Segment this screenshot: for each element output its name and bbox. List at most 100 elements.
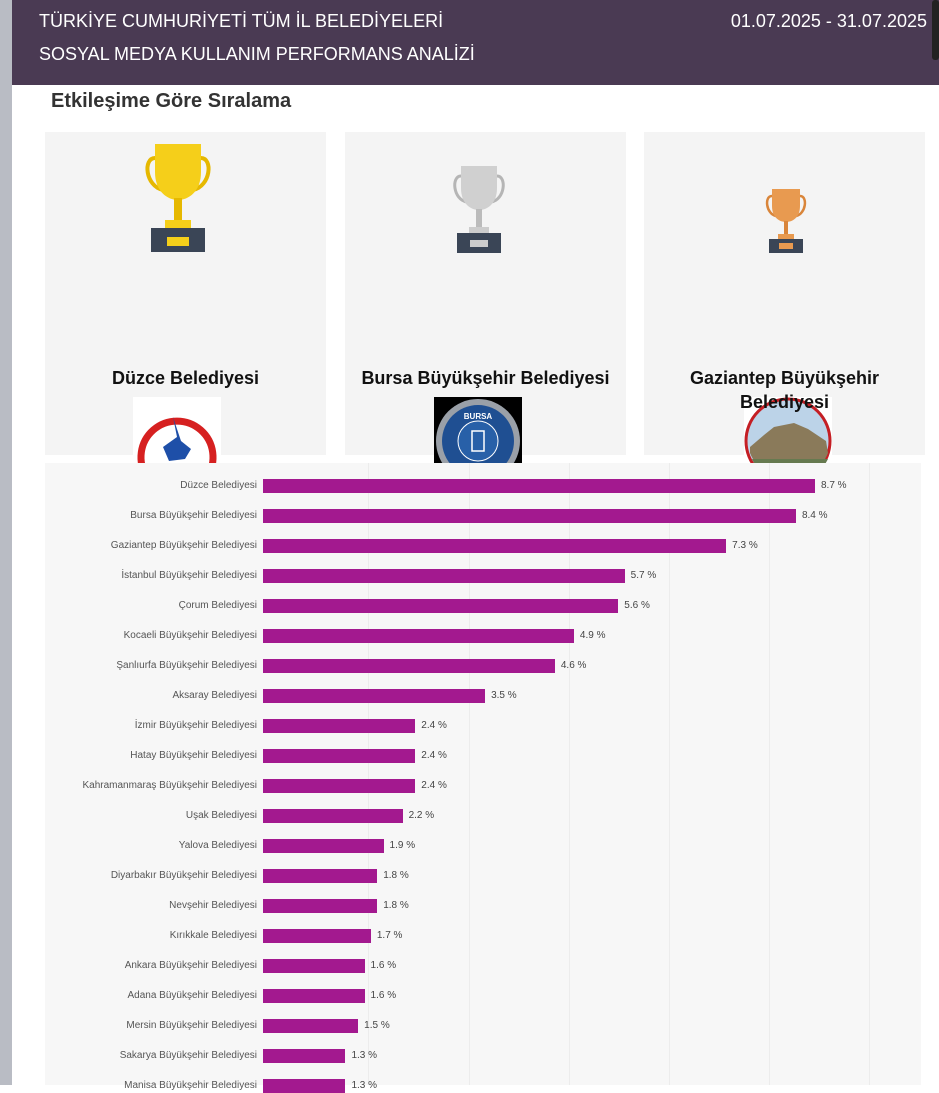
gridline (368, 463, 369, 1085)
gridline (869, 463, 870, 1085)
bar[interactable] (263, 869, 378, 883)
section-title: Etkileşime Göre Sıralama (51, 90, 292, 112)
gridline (669, 463, 670, 1085)
bar[interactable] (263, 899, 378, 913)
bar-value-label: 1.3 % (351, 1050, 378, 1061)
bar-label: Nevşehir Belediyesi (169, 900, 257, 911)
bar-row: Sakarya Büyükşehir Belediyesi 1.3 % (45, 1049, 921, 1063)
bar-value-label: 2.4 % (421, 750, 447, 761)
bar-label: Aksaray Belediyesi (172, 690, 257, 701)
bar-label: Uşak Belediyesi (185, 810, 257, 821)
bar[interactable] (263, 569, 625, 583)
bar-row: Kırıkkale Belediyesi 1.7 % (45, 929, 921, 943)
bar[interactable] (263, 509, 796, 523)
bar-label: Kahramanmaraş Büyükşehir Belediyesi (82, 780, 257, 791)
report-header: TÜRKİYE CUMHURİYETİ TÜM İL BELEDİYELERİ … (12, 0, 939, 85)
bar[interactable] (263, 629, 574, 643)
bar-value-label: 1.3 % (351, 1080, 378, 1091)
bar-row: Bursa Büyükşehir Belediyesi 8.4 % (45, 509, 921, 523)
bar-value-label: 8.7 % (821, 480, 847, 491)
podium-card-2: BURSA Bursa Büyükşehir Belediyesi (345, 132, 626, 485)
bar-label: İstanbul Büyükşehir Belediyesi (121, 570, 257, 581)
bar-row: Çorum Belediyesi 5.6 % (45, 599, 921, 613)
bar-row: Yalova Belediyesi 1.9 % (45, 839, 921, 853)
bar-row: Manisa Büyükşehir Belediyesi 1.3 % (45, 1079, 921, 1093)
bar-label: Mersin Büyükşehir Belediyesi (126, 1020, 257, 1031)
bar-value-label: 2.2 % (408, 810, 435, 821)
bar-value-label: 5.7 % (630, 570, 657, 581)
bar-label: Kocaeli Büyükşehir Belediyesi (123, 630, 257, 641)
bar-label: Hatay Büyükşehir Belediyesi (130, 750, 257, 761)
bar-value-label: 1.6 % (370, 960, 397, 971)
bar[interactable] (263, 659, 555, 673)
engagement-bar-chart: Düzce Belediyesi 8.7 % Bursa Büyükşehir Be… (45, 463, 921, 1093)
bar-value-label: 1.7 % (376, 930, 403, 941)
bar-value-label: 1.9 % (389, 840, 416, 851)
report-subtitle: SOSYAL MEDYA KULLANIM PERFORMANS ANALİZİ (39, 44, 475, 64)
gridline (469, 463, 470, 1085)
bar[interactable] (263, 1079, 346, 1093)
bar-row: Gaziantep Büyükşehir Belediyesi 7.3 % (45, 539, 921, 553)
bar[interactable] (263, 539, 727, 553)
bar-row: Uşak Belediyesi 2.2 % (45, 809, 921, 823)
bronze-trophy-icon (765, 189, 807, 253)
bar[interactable] (263, 749, 416, 763)
bar-value-label: 5.6 % (624, 600, 650, 611)
gold-trophy-icon (145, 144, 211, 252)
bar-label: Şanlıurfa Büyükşehir Belediyesi (116, 660, 257, 671)
bar-label: Ankara Büyükşehir Belediyesi (124, 960, 257, 971)
bar-value-label: 1.6 % (370, 990, 397, 1001)
bar-label: Gaziantep Büyükşehir Belediyesi (110, 540, 257, 551)
bar-label: Düzce Belediyesi (180, 480, 257, 491)
bar-value-label: 7.3 % (732, 540, 758, 551)
bar-value-label: 2.4 % (421, 720, 447, 731)
bar-row: Adana Büyükşehir Belediyesi 1.6 % (45, 989, 921, 1003)
bar-value-label: 2.4 % (421, 780, 447, 791)
date-range: 01.07.2025 - 31.07.2025 (730, 11, 927, 31)
bar[interactable] (263, 989, 365, 1003)
bar-row: İzmir Büyükşehir Belediyesi 2.4 % (45, 719, 921, 733)
bar[interactable] (263, 1019, 359, 1033)
bar-value-label: 3.5 % (491, 690, 517, 701)
bar-row: Nevşehir Belediyesi 1.8 % (45, 899, 921, 913)
bar-label: Diyarbakır Büyükşehir Belediyesi (110, 870, 257, 881)
gridline (569, 463, 570, 1085)
bar-value-label: 1.8 % (383, 900, 409, 911)
podium-name-3: Gaziantep Büyükşehir Belediyesi (689, 368, 880, 412)
bar[interactable] (263, 959, 365, 973)
scrollbar[interactable] (932, 0, 939, 60)
report-title: TÜRKİYE CUMHURİYETİ TÜM İL BELEDİYELERİ (39, 11, 444, 31)
bar-label: İzmir Büyükşehir Belediyesi (134, 720, 257, 731)
bar-value-label: 8.4 % (801, 510, 828, 521)
bar-label: Bursa Büyükşehir Belediyesi (130, 510, 257, 521)
bar-row: Aksaray Belediyesi 3.5 % (45, 689, 921, 703)
bar-row: Kocaeli Büyükşehir Belediyesi 4.9 % (45, 629, 921, 643)
bar-value-label: 1.5 % (364, 1020, 390, 1031)
bar-value-label: 4.9 % (579, 630, 606, 641)
bar[interactable] (263, 689, 486, 703)
bar[interactable] (263, 479, 815, 493)
bar[interactable] (263, 929, 371, 943)
podium-card-1: 1:81 Düzce Belediyesi (45, 132, 326, 485)
bar-row: Mersin Büyükşehir Belediyesi 1.5 % (45, 1019, 921, 1033)
bar-row: Diyarbakır Büyükşehir Belediyesi 1.8 % (45, 869, 921, 883)
bar-row: İstanbul Büyükşehir Belediyesi 5.7 % (45, 569, 921, 583)
silver-trophy-icon (453, 166, 505, 253)
bar-row: Düzce Belediyesi 8.7 % (45, 479, 921, 493)
bar[interactable] (263, 809, 403, 823)
bar-label: Yalova Belediyesi (178, 840, 257, 851)
gridline (769, 463, 770, 1085)
bar-row: Şanlıurfa Büyükşehir Belediyesi 4.6 % (45, 659, 921, 673)
bar-label: Adana Büyükşehir Belediyesi (127, 990, 257, 1001)
bar-label: Sakarya Büyükşehir Belediyesi (119, 1050, 257, 1061)
bar[interactable] (263, 719, 416, 733)
bar[interactable] (263, 839, 384, 853)
svg-text:BURSA: BURSA (464, 412, 493, 421)
bar-value-label: 4.6 % (560, 660, 587, 671)
bar-row: Kahramanmaraş Büyükşehir Belediyesi 2.4 % (45, 779, 921, 793)
bar[interactable] (263, 599, 619, 613)
bar-value-label: 1.8 % (383, 870, 409, 881)
podium-name-1: Düzce Belediyesi (111, 368, 260, 388)
bar[interactable] (263, 1049, 346, 1063)
bar[interactable] (263, 779, 416, 793)
